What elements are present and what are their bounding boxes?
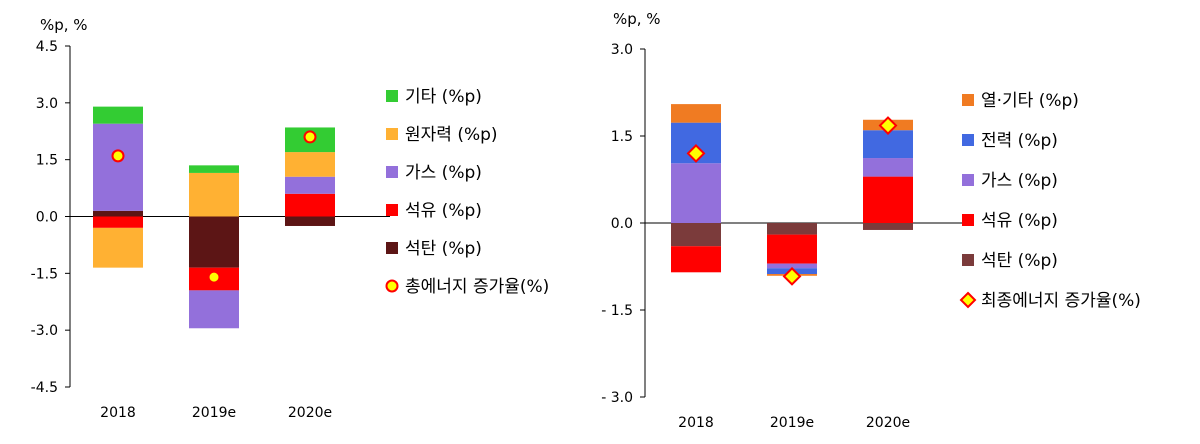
chart-0-legend-label: 석유 (%p) [405,201,482,221]
chart-0-y-tick-label: 3.0 [36,96,58,112]
chart-0-bar-segment [285,176,335,194]
chart-1-bar-segment [863,223,913,230]
chart-0-total-marker [303,130,317,144]
chart-1-x-tick-label: 2020e [866,415,910,431]
chart-1-legend-swatch [959,291,977,309]
chart-1-y-tick-label: 3.0 [611,42,633,58]
chart-0-y-tick-label: -1.5 [31,266,58,282]
chart-1-bar-segment [671,223,721,247]
chart-1-legend-swatch [962,214,974,226]
chart-1-y-tick-label: - 1.5 [601,303,633,319]
chart-0-bar-segment [93,123,143,211]
chart-1-legend-swatch [962,174,974,186]
chart-0-legend-label: 총에너지 증가율(%) [405,277,549,297]
chart-0-bar-segment [189,290,239,329]
chart-0-y-tick-label: 4.5 [36,39,58,55]
chart-0-bar-segment [189,165,239,173]
chart-0-unit-label: %p, % [40,16,88,34]
chart-1-x-tick-label: 2019e [770,415,814,431]
chart-0-bar-segment [93,210,143,217]
chart-1-bar-segment [671,163,721,223]
chart-1-bar-segment [863,158,913,177]
chart-1-legend-swatch [962,134,974,146]
chart-0-y-tick-label: 0.0 [36,210,58,226]
chart-1-legend-swatch [962,254,974,266]
chart-1-total-marker [782,266,802,286]
chart-1-bar-segment [671,104,721,123]
chart-0-legend-swatch [386,128,398,140]
chart-1-x-tick-label: 2018 [678,415,714,431]
chart-0-bar-segment [285,152,335,177]
chart-0-legend-label: 기타 (%p) [405,87,482,107]
chart-1-legend-label: 최종에너지 증가율(%) [981,291,1141,311]
chart-0-x-tick-label: 2018 [100,405,136,421]
chart-1-legend-swatch [962,94,974,106]
chart-1-bar-segment [767,223,817,235]
chart-1-legend-label: 전력 (%p) [981,131,1058,151]
chart-0-y-tick-label: 1.5 [36,153,58,169]
chart-1-y-tick-label: 1.5 [611,129,633,145]
chart-0-total-marker [207,270,221,284]
chart-0-legend-swatch [386,90,398,102]
chart-1-bar-segment [863,176,913,223]
chart-0-bar-segment [189,216,239,268]
chart-0-legend-swatch [386,242,398,254]
chart-0-y-tick-label: -3.0 [31,323,58,339]
chart-1-bar-segment [767,234,817,264]
chart-0-bar-segment [93,216,143,228]
chart-1-bar-segment [767,263,817,269]
chart-0-x-tick-label: 2020e [288,405,332,421]
chart-0-legend-swatch [386,166,398,178]
chart-0-y-tick-label: -4.5 [31,380,58,396]
chart-0-bar-segment [285,193,335,217]
chart-0-bar-segment [285,216,335,226]
chart-0-x-tick-label: 2019e [192,405,236,421]
chart-0-bar-segment [93,227,143,268]
chart-0-legend-label: 가스 (%p) [405,163,482,183]
chart-1-legend-label: 석유 (%p) [981,211,1058,231]
chart-1-total-marker [686,143,706,163]
chart-1-legend-label: 열·기타 (%p) [981,91,1079,111]
chart-1-total-marker [878,116,898,135]
chart-0-legend-label: 석탄 (%p) [405,239,482,259]
chart-1-y-tick-label: 0.0 [611,216,633,232]
chart-0-legend-swatch [385,279,399,293]
chart-0-total-marker [111,149,125,163]
chart-1-y-tick-label: - 3.0 [601,390,633,406]
chart-1-legend-label: 가스 (%p) [981,171,1058,191]
chart-0-bar-segment [93,106,143,124]
chart-1-unit-label: %p, % [613,10,661,28]
chart-0-legend-label: 원자력 (%p) [405,125,498,145]
chart-1-bar-segment [671,246,721,273]
chart-0-bar-segment [189,172,239,217]
chart-1-legend-label: 석탄 (%p) [981,251,1058,271]
chart-0-legend-swatch [386,204,398,216]
